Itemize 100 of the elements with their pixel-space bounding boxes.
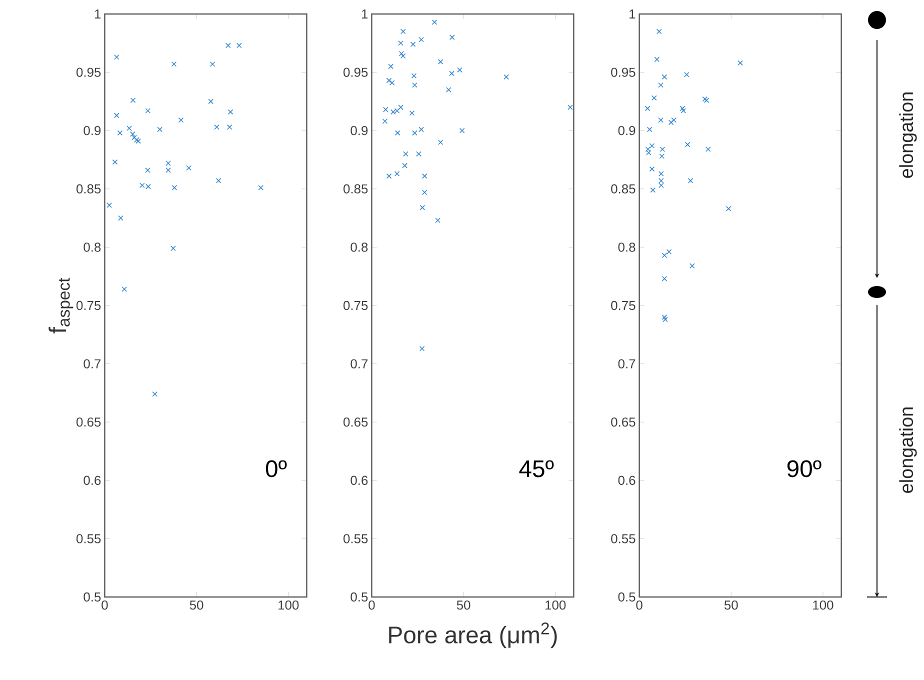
point <box>152 391 158 397</box>
point <box>186 165 192 171</box>
point <box>386 173 392 179</box>
y-tick-label: 0.55 <box>611 534 636 544</box>
point <box>416 151 422 157</box>
point <box>422 190 428 196</box>
y-tick-label: 0.65 <box>611 417 636 427</box>
y-tick-label: 0.95 <box>343 68 368 77</box>
y-tick-label: 0.75 <box>611 300 636 310</box>
point <box>688 178 694 184</box>
point <box>403 151 408 157</box>
y-tick-label: 0.8 <box>618 242 636 252</box>
point <box>411 73 417 78</box>
point <box>126 126 132 131</box>
point <box>236 42 242 48</box>
point <box>418 126 424 132</box>
point <box>449 70 454 76</box>
x-axis-title: Pore area (μm$^{2}$) <box>389 622 557 648</box>
point <box>684 72 690 78</box>
point <box>114 112 120 118</box>
y-tick-label: 0.9 <box>618 126 636 136</box>
point <box>659 154 665 159</box>
point <box>666 249 672 255</box>
point <box>662 74 668 80</box>
point <box>446 87 452 92</box>
y-tick-label: 0.95 <box>611 68 636 77</box>
point <box>130 131 136 137</box>
point <box>402 162 408 168</box>
point <box>457 67 462 73</box>
y-tick-label: 0.5 <box>618 592 636 602</box>
annotation: 0º <box>266 460 287 478</box>
point <box>394 171 400 176</box>
point <box>658 178 664 184</box>
point <box>668 120 674 126</box>
point <box>118 215 124 221</box>
point <box>145 108 151 114</box>
point <box>398 50 404 56</box>
y-tick-label: 0.5 <box>350 592 368 602</box>
point <box>389 80 395 86</box>
point <box>418 36 424 42</box>
point <box>422 173 428 179</box>
point <box>646 126 652 132</box>
point <box>419 346 425 352</box>
y-tick-label: 0.85 <box>76 184 101 194</box>
point <box>459 128 465 134</box>
point <box>660 146 666 152</box>
y-tick-label: 0.75 <box>76 300 101 310</box>
point <box>646 150 652 156</box>
point <box>645 146 651 152</box>
y-tick-label: 0.6 <box>84 476 101 485</box>
y-tick-label: 0.55 <box>76 534 101 544</box>
point <box>568 104 573 110</box>
y-tick-label: 0.85 <box>343 184 368 194</box>
point <box>382 118 388 124</box>
x-tick-label: 100 <box>546 600 566 610</box>
y-axis-title: f$_{aspect}$ <box>48 278 74 334</box>
y-tick-label: 0.5 <box>84 592 101 602</box>
point <box>394 108 400 114</box>
y-tick-label: 0.7 <box>84 359 101 368</box>
point <box>208 98 214 104</box>
point <box>106 202 112 208</box>
point <box>132 134 137 140</box>
point <box>680 106 686 112</box>
point <box>662 252 668 258</box>
point <box>662 314 668 320</box>
y-tick-label: 0.6 <box>618 476 636 485</box>
point <box>166 168 171 173</box>
y-tick-label: 1 <box>630 10 636 18</box>
y-tick-label: 0.9 <box>84 126 101 136</box>
y-tick-label: 0.55 <box>343 534 368 544</box>
x-tick-label: 0 <box>102 600 108 610</box>
point <box>662 316 668 322</box>
point <box>145 168 150 173</box>
point <box>388 64 394 70</box>
point <box>671 117 676 123</box>
point <box>157 126 162 132</box>
point <box>122 286 128 292</box>
point <box>726 206 732 212</box>
point <box>117 130 123 136</box>
point <box>680 108 686 114</box>
point <box>410 42 416 47</box>
y-tick-label: 0.6 <box>350 476 368 485</box>
text: elongation <box>899 92 917 178</box>
point <box>398 40 404 46</box>
point <box>130 98 136 103</box>
point <box>394 130 400 136</box>
point <box>210 61 216 67</box>
point <box>690 263 695 269</box>
y-tick-label: 0.65 <box>343 417 368 427</box>
x-tick-label: 100 <box>813 600 834 610</box>
point <box>644 106 650 112</box>
point <box>438 59 444 64</box>
point <box>226 124 232 130</box>
x-tick-label: 50 <box>456 600 470 610</box>
point <box>166 160 171 166</box>
point <box>706 146 711 152</box>
point <box>172 185 178 190</box>
y-tick-label: 0.85 <box>611 184 636 194</box>
point <box>658 171 664 176</box>
y-tick-label: 0.95 <box>76 68 101 77</box>
